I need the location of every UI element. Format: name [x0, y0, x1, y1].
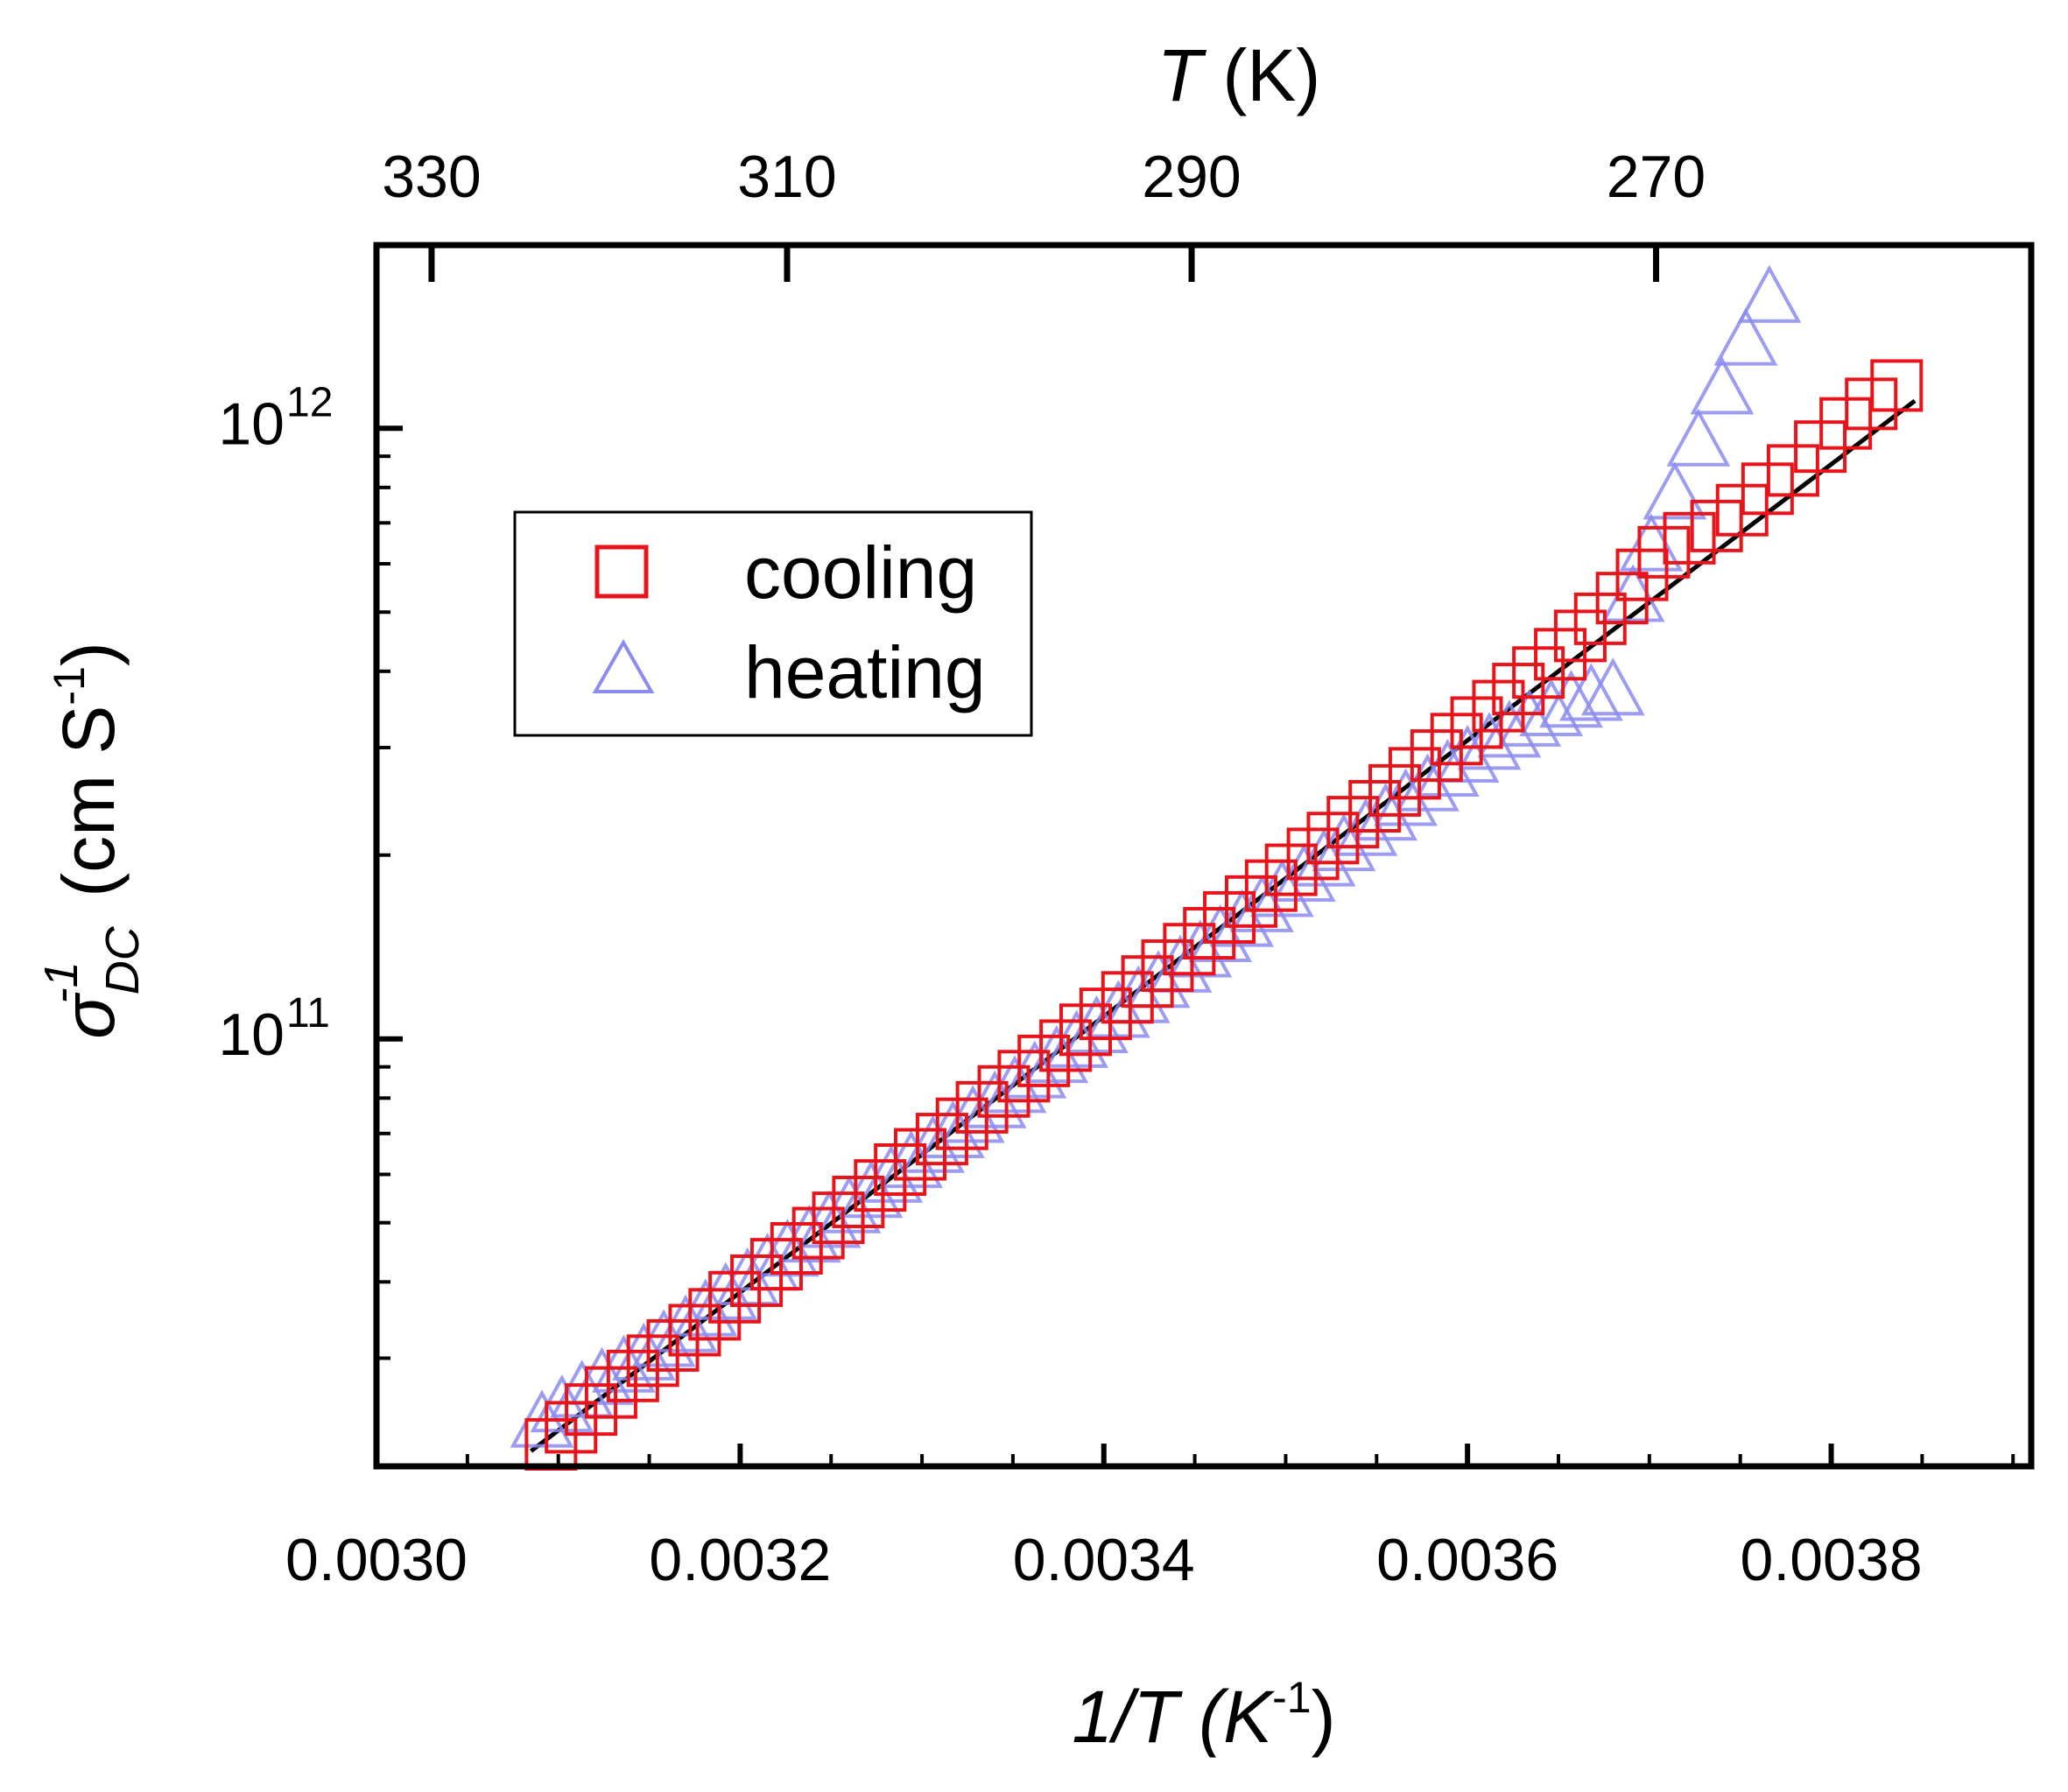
y-axis-title: σDC-1 (cm S-1) [35, 642, 149, 1039]
cooling-point [1059, 1003, 1112, 1057]
cooling-point [1264, 843, 1318, 896]
cooling-point [894, 1128, 946, 1181]
x-axis-title: 1/T (K-1) [1072, 1673, 1335, 1758]
x-tick-label: 0.0030 [285, 1527, 468, 1593]
y-tick-label: 10 [218, 1001, 285, 1068]
cooling-point [606, 1349, 659, 1402]
cooling-point [1101, 971, 1154, 1024]
cooling-point [1348, 780, 1402, 833]
heating-series [510, 264, 1802, 1448]
axis-ticks: 0.0030 0.0032 0.0034 0.0036 0.0038 330 310 290 2… [218, 144, 2015, 1593]
cooling-point [1141, 939, 1194, 993]
cooling-point [1183, 907, 1236, 960]
heating-point [1737, 264, 1802, 323]
heating-point [1713, 307, 1778, 366]
cooling-point [832, 1175, 885, 1228]
top-tick-label: 330 [382, 144, 481, 210]
cooling-point [1512, 646, 1565, 699]
cooling-point [977, 1065, 1030, 1118]
legend-heating-marker [592, 638, 655, 693]
cooling-point [1326, 796, 1380, 849]
cooling-point [1163, 923, 1216, 976]
cooling-point [935, 1097, 988, 1150]
y-tick-label: 10 [218, 390, 285, 457]
cooling-point [1430, 713, 1483, 766]
cooling-point [708, 1270, 762, 1324]
legend-heating-label: heating [744, 631, 986, 713]
heating-point [1497, 688, 1562, 747]
cooling-point [1306, 812, 1360, 865]
cooling-series [524, 359, 1924, 1471]
heating-point [1396, 753, 1460, 812]
cooling-point [545, 1401, 598, 1454]
heating-point [1666, 408, 1731, 467]
heating-point [1580, 657, 1645, 716]
cooling-point [915, 1113, 968, 1166]
cooling-point [1388, 747, 1441, 800]
cooling-point [730, 1254, 784, 1307]
cooling-point [646, 1318, 700, 1372]
legend-cooling-marker [594, 545, 649, 599]
top-tick-label: 310 [737, 144, 836, 210]
cooling-point [1553, 609, 1607, 663]
cooling-point [1663, 511, 1716, 565]
cooling-point [854, 1159, 907, 1212]
cooling-point [1244, 859, 1298, 912]
cooling-point [1203, 890, 1256, 944]
heating-point [1559, 663, 1623, 721]
plot-frame [373, 242, 2035, 1470]
heating-point [1642, 461, 1707, 520]
y-tick-exponent: 12 [286, 379, 333, 425]
top-tick-label: 290 [1142, 144, 1241, 210]
cooling-point [874, 1143, 927, 1197]
x-tick-label: 0.0032 [649, 1527, 831, 1593]
heating-point [1519, 678, 1584, 736]
cooling-point [1492, 663, 1545, 716]
cooling-point [1017, 1034, 1071, 1087]
cooling-point [626, 1334, 679, 1388]
cooling-point [1286, 827, 1340, 881]
x-tick-label: 0.0036 [1376, 1527, 1558, 1593]
cooling-point [1079, 987, 1132, 1041]
x-tick-label: 0.0038 [1741, 1527, 1923, 1593]
legend: cooling heating [513, 510, 1033, 737]
cooling-point [1039, 1019, 1093, 1072]
cooling-point [770, 1221, 823, 1275]
cooling-point [1573, 592, 1627, 645]
cooling-point [997, 1050, 1051, 1103]
cooling-point [749, 1238, 803, 1291]
cooling-point [812, 1191, 865, 1245]
top-tick-label: 270 [1607, 144, 1706, 210]
cooling-point [688, 1288, 742, 1341]
cooling-point [668, 1304, 721, 1357]
y-tick-exponent: 11 [286, 990, 330, 1037]
cooling-point [1225, 875, 1277, 928]
cooling-point [584, 1366, 637, 1419]
cooling-point [1870, 359, 1924, 412]
legend-cooling-label: cooling [744, 531, 977, 614]
cooling-point [955, 1080, 1009, 1134]
x-tick-label: 0.0034 [1013, 1527, 1195, 1593]
top-axis-title: T (K) [1157, 34, 1321, 116]
cooling-point [1450, 696, 1503, 749]
cooling-point [1615, 548, 1669, 601]
cooling-point [565, 1383, 618, 1437]
cooling-point [1368, 763, 1422, 817]
heating-point [1690, 356, 1755, 415]
cooling-point [791, 1206, 845, 1260]
cooling-point [1410, 729, 1463, 783]
heating-point [1539, 670, 1603, 728]
cooling-point [1534, 628, 1587, 681]
cooling-point [1472, 679, 1525, 733]
cooling-point [1121, 955, 1174, 1008]
